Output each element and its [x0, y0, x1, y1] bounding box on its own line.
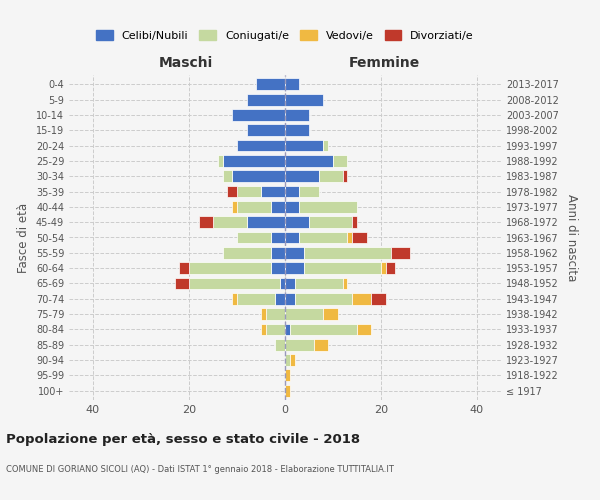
- Bar: [319, 170, 343, 182]
- Text: Femmine: Femmine: [349, 56, 420, 70]
- Bar: [285, 385, 290, 397]
- Bar: [295, 278, 343, 289]
- Bar: [266, 324, 285, 336]
- Bar: [285, 354, 290, 366]
- Bar: [189, 278, 280, 289]
- Bar: [237, 140, 285, 151]
- Bar: [199, 216, 213, 228]
- Y-axis label: Anni di nascita: Anni di nascita: [565, 194, 578, 281]
- Bar: [266, 308, 285, 320]
- Bar: [304, 247, 391, 259]
- Bar: [280, 278, 285, 289]
- Bar: [285, 170, 319, 182]
- Bar: [189, 262, 271, 274]
- Bar: [352, 293, 371, 305]
- Bar: [333, 155, 347, 167]
- Text: Popolazione per età, sesso e stato civile - 2018: Popolazione per età, sesso e stato civil…: [6, 432, 360, 446]
- Bar: [261, 308, 266, 320]
- Bar: [271, 201, 285, 213]
- Bar: [371, 293, 386, 305]
- Bar: [285, 109, 309, 121]
- Bar: [299, 232, 347, 243]
- Bar: [323, 140, 328, 151]
- Bar: [237, 201, 271, 213]
- Bar: [227, 186, 237, 198]
- Bar: [285, 370, 290, 382]
- Legend: Celibi/Nubili, Coniugati/e, Vedovi/e, Divorziati/e: Celibi/Nubili, Coniugati/e, Vedovi/e, Di…: [92, 26, 478, 45]
- Bar: [285, 94, 323, 106]
- Bar: [261, 186, 285, 198]
- Bar: [232, 201, 237, 213]
- Bar: [343, 170, 347, 182]
- Bar: [213, 216, 247, 228]
- Bar: [275, 339, 285, 351]
- Bar: [285, 232, 299, 243]
- Bar: [285, 216, 309, 228]
- Bar: [285, 278, 295, 289]
- Bar: [285, 308, 323, 320]
- Bar: [391, 247, 410, 259]
- Bar: [285, 155, 333, 167]
- Bar: [271, 232, 285, 243]
- Bar: [256, 78, 285, 90]
- Bar: [285, 247, 304, 259]
- Bar: [285, 140, 323, 151]
- Bar: [381, 262, 386, 274]
- Bar: [271, 247, 285, 259]
- Bar: [232, 170, 285, 182]
- Bar: [285, 324, 290, 336]
- Bar: [343, 278, 347, 289]
- Bar: [299, 186, 319, 198]
- Text: Maschi: Maschi: [158, 56, 213, 70]
- Bar: [299, 201, 357, 213]
- Bar: [304, 262, 381, 274]
- Bar: [237, 186, 261, 198]
- Bar: [261, 324, 266, 336]
- Bar: [223, 247, 271, 259]
- Bar: [223, 170, 232, 182]
- Bar: [247, 216, 285, 228]
- Bar: [314, 339, 328, 351]
- Bar: [347, 232, 352, 243]
- Bar: [285, 186, 299, 198]
- Bar: [285, 78, 299, 90]
- Bar: [237, 293, 275, 305]
- Bar: [386, 262, 395, 274]
- Bar: [290, 354, 295, 366]
- Text: COMUNE DI GORIANO SICOLI (AQ) - Dati ISTAT 1° gennaio 2018 - Elaborazione TUTTIT: COMUNE DI GORIANO SICOLI (AQ) - Dati IST…: [6, 466, 394, 474]
- Bar: [175, 278, 189, 289]
- Bar: [352, 232, 367, 243]
- Bar: [285, 293, 295, 305]
- Bar: [179, 262, 189, 274]
- Bar: [285, 339, 314, 351]
- Bar: [232, 109, 285, 121]
- Bar: [223, 155, 285, 167]
- Bar: [357, 324, 371, 336]
- Bar: [295, 293, 352, 305]
- Y-axis label: Fasce di età: Fasce di età: [17, 202, 30, 272]
- Bar: [285, 262, 304, 274]
- Bar: [309, 216, 352, 228]
- Bar: [232, 293, 237, 305]
- Bar: [247, 94, 285, 106]
- Bar: [285, 124, 309, 136]
- Bar: [275, 293, 285, 305]
- Bar: [218, 155, 223, 167]
- Bar: [271, 262, 285, 274]
- Bar: [247, 124, 285, 136]
- Bar: [237, 232, 271, 243]
- Bar: [285, 201, 299, 213]
- Bar: [290, 324, 357, 336]
- Bar: [352, 216, 357, 228]
- Bar: [323, 308, 338, 320]
